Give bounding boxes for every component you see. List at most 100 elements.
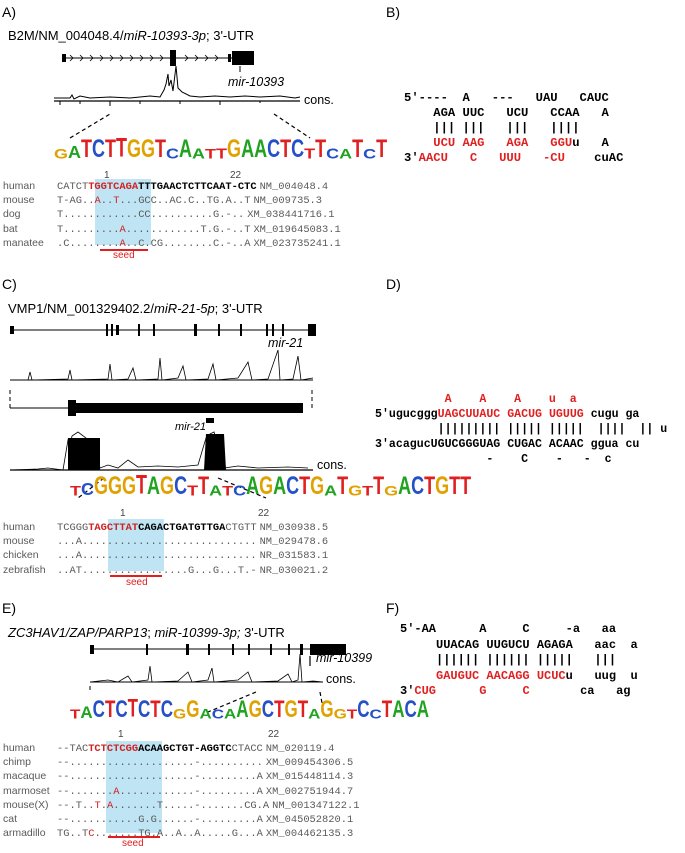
logo-letter: T <box>198 471 210 500</box>
alignment-row: cat --...........G.G......-.........A XM_0… <box>3 813 359 827</box>
species-name: chimp <box>3 756 32 769</box>
gene-model-e <box>89 644 346 715</box>
alignment-row: manatee .C........A..C.CG........C.-..A XM… <box>3 237 341 251</box>
logo-letter: C <box>211 707 224 722</box>
logo-letter: A <box>254 134 268 163</box>
logo-letter: A <box>68 142 82 162</box>
species-name: mouse <box>3 535 35 548</box>
pos-end-a: 22 <box>230 170 242 181</box>
logo-letter: C <box>81 479 94 499</box>
logo-letter: T <box>362 483 374 499</box>
accession: XM_004462135.3 <box>265 828 354 841</box>
accession: NM_001347122.1 <box>272 799 360 812</box>
cons-label-c: cons. <box>317 458 347 472</box>
duplex-line: UCU AAG AGA GGUu A <box>433 136 609 150</box>
logo-letter: T <box>222 483 234 499</box>
logo-letter: T <box>116 133 128 163</box>
seed-highlight-a <box>95 179 151 245</box>
logo-letter: T <box>460 471 472 500</box>
logo-letter: G <box>160 471 175 500</box>
aligned-sequence: T-AG..A..T...GCC..AC.C..TG.A..T <box>57 195 251 208</box>
logo-letter: A <box>199 705 212 722</box>
duplex-line: ||| ||| ||| |||| <box>404 121 580 135</box>
species-name: mouse(X) <box>3 798 49 811</box>
logo-letter: C <box>261 695 275 723</box>
logo-letter: C <box>267 134 281 163</box>
mir-10399-label: mir-10399 <box>316 651 373 665</box>
species-name: dog <box>3 208 21 221</box>
alignment-row: zebrafish ..AT.................G...G...T.… <box>3 564 328 578</box>
logo-letter: A <box>273 471 287 500</box>
logo-letter: C <box>411 471 425 500</box>
logo-letter: A <box>179 134 193 163</box>
species-name: armadillo <box>3 827 46 840</box>
logo-letter: T <box>449 471 461 500</box>
accession: XM_002751944.7 <box>265 785 354 798</box>
logo-letter: C <box>404 695 417 723</box>
logo-letter: A <box>392 695 405 723</box>
mir-21-label-top: mir-21 <box>268 336 304 350</box>
logo-letter: T <box>376 134 388 163</box>
logo-letter: A <box>241 134 255 163</box>
gene-model-c <box>9 324 316 499</box>
seed-highlight-c <box>108 519 164 571</box>
logo-letter: A <box>339 146 353 162</box>
logo-letter: G <box>259 471 274 500</box>
aligned-sequence: CATCTTGGTCAGATTTGAACTCTTCAAT-CTC <box>57 181 257 193</box>
logo-letter: T <box>337 471 349 500</box>
sequence-logo-a: GATCTTGGTCAATTGAACTCTTCATCT <box>54 135 387 162</box>
species-name: zebrafish <box>3 563 46 576</box>
logo-letter: T <box>274 695 285 723</box>
panel-label-c: C) <box>2 276 17 292</box>
aligned-sequence: --...........G.G......-.........A <box>57 814 263 827</box>
logo-letter: G <box>310 471 325 500</box>
pos-end-c: 22 <box>258 508 270 519</box>
logo-letter: A <box>147 471 161 500</box>
alignment-row: armadillo TG..TC.......TG.A..A..A.....G..… <box>3 827 359 841</box>
gene-model-a <box>54 50 301 106</box>
zoom-lines-a <box>69 113 311 139</box>
logo-letter: T <box>280 134 292 163</box>
logo-letter: A <box>246 471 260 500</box>
accession: XM_009454306.5 <box>265 757 354 770</box>
aligned-sequence: --....................-.......... <box>57 757 263 770</box>
species-name: human <box>3 521 36 533</box>
logo-letter: G <box>141 134 156 163</box>
sequence-logo-e: TACTCTCTCGGACAAGCTGTAGGTCCTACA <box>70 696 429 722</box>
duplex-line: 3'CUG G C ca ag <box>400 684 631 698</box>
logo-letter: T <box>373 471 385 500</box>
logo-letter: G <box>348 482 363 499</box>
accession: XM_023735241.1 <box>253 237 341 250</box>
logo-letter: C <box>160 695 173 723</box>
duplex-line: AGA UUC UCU CCAA A <box>404 106 609 120</box>
logo-letter: A <box>80 703 93 722</box>
logo-letter: T <box>216 145 228 162</box>
panel-label-b: B) <box>386 4 400 20</box>
accession: NR_031583.1 <box>259 550 329 563</box>
mir-10393-label: mir-10393 <box>228 75 285 89</box>
cons-label-a: cons. <box>304 93 334 107</box>
hybrid-structure-d: A A A u a 5'ugucgggUAGCUUAUC GACUG UGUUG … <box>375 392 667 467</box>
duplex-line: 3'AACU C UUU -CU cuAC <box>404 151 624 165</box>
alignment-a: human CATCTTGGTCAGATTTGAACTCTTCAAT-CTC NM_… <box>3 180 341 251</box>
logo-letter: T <box>315 134 327 163</box>
aligned-sequence: ...A............................ <box>57 536 257 549</box>
duplex-line: 5'ugucgggUAGCUUAUC GACUG UGUUG cugu ga <box>375 408 640 421</box>
cons-label-e: cons. <box>326 672 356 686</box>
logo-letter: T <box>304 145 316 162</box>
alignment-row: human CATCTTGGTCAGATTTGAACTCTTCAAT-CTC NM_… <box>3 180 341 194</box>
seed-label-c: seed <box>126 577 148 588</box>
logo-letter: A <box>209 482 223 499</box>
logo-letter: A <box>308 705 321 722</box>
hybrid-structure-b: 5'---- A --- UAU CAUC AGA UUC UCU CCAA A… <box>404 91 623 166</box>
logo-letter: T <box>297 695 309 723</box>
logo-letter: C <box>115 695 128 723</box>
panel-label-a: A) <box>2 4 16 20</box>
pos-end-e: 22 <box>268 729 280 740</box>
species-name: macaque <box>3 770 47 783</box>
logo-letter: T <box>346 707 358 722</box>
logo-letter: T <box>352 134 364 163</box>
aligned-sequence: ...A............................ <box>57 550 257 563</box>
logo-letter: G <box>384 483 399 499</box>
accession: XM_019645083.1 <box>253 223 341 236</box>
